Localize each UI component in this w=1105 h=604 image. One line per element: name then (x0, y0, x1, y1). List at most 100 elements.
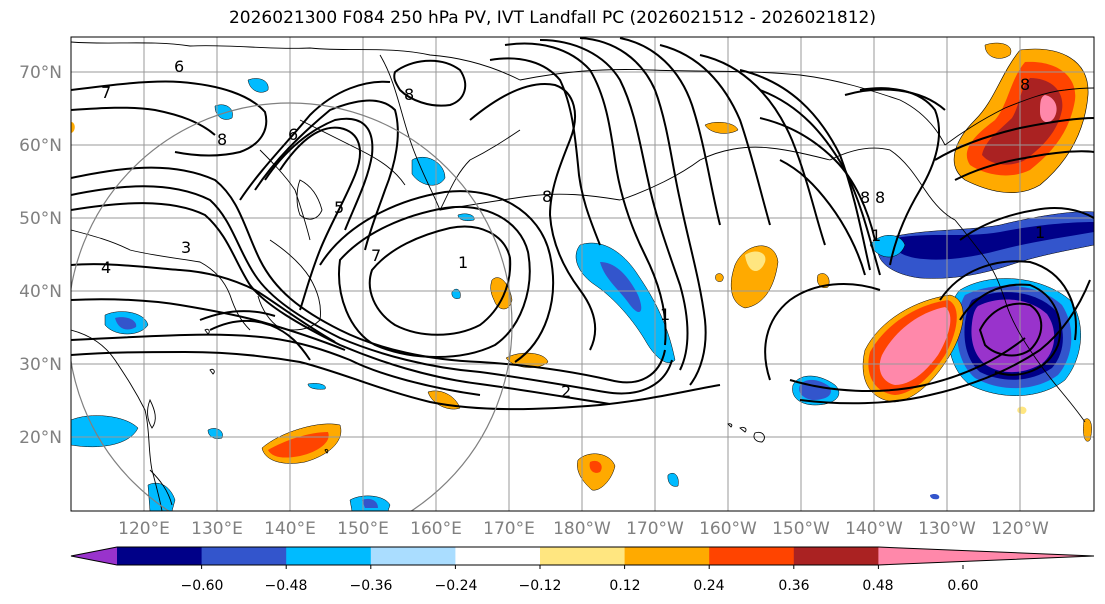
contour-label: 6 (174, 57, 184, 76)
negative-anomaly (307, 383, 326, 390)
contour-label: 8 (1020, 75, 1030, 94)
range-circle (71, 102, 513, 511)
contour-label: 1 (871, 226, 881, 245)
colorbar-tick-label: −0.24 (435, 578, 478, 594)
latitude-labels: 70°N 60°N 50°N 40°N 30°N 20°N (19, 63, 62, 448)
lon-label: 160°W (699, 519, 757, 539)
colorbar-tick-label: 0.48 (862, 578, 893, 594)
contour-label: 8 (875, 188, 885, 207)
map-border (70, 36, 1095, 512)
colorbar-extend-high (878, 547, 1094, 565)
colorbar-segment (624, 547, 710, 565)
colorbar-segment (286, 547, 372, 565)
contour-label: 1 (1035, 223, 1045, 242)
contour-labels: 6 7 8 8 6 5 3 4 7 1 8 8 1 2 1 8 8 1 (101, 57, 1045, 401)
colorbar-tick-labels: −0.60 −0.48 −0.36 −0.24 −0.12 0.12 0.24 … (181, 578, 979, 594)
lat-label: 60°N (19, 136, 62, 156)
contour-label: 7 (101, 83, 111, 102)
negative-anomaly (247, 78, 269, 93)
colorbar-segment (370, 547, 456, 565)
lon-label: 120°E (118, 519, 170, 539)
contour-label: 3 (181, 238, 191, 257)
lon-label: 180°W (553, 519, 611, 539)
lon-label: 170°W (626, 519, 684, 539)
negative-anomaly (971, 299, 1055, 373)
contour-label: 6 (288, 125, 298, 144)
contour-label: 1 (458, 253, 468, 272)
positive-anomaly (745, 251, 766, 272)
positive-anomaly (1040, 95, 1057, 123)
negative-anomaly (362, 498, 378, 508)
positive-anomaly (589, 460, 602, 473)
negative-anomaly (575, 242, 676, 364)
lon-label: 160°E (410, 519, 462, 539)
lon-label: 140°W (845, 519, 903, 539)
colorbar-segment (540, 547, 626, 565)
lon-label: 140°E (264, 519, 316, 539)
positive-anomaly (984, 42, 1012, 59)
negative-anomaly (411, 156, 446, 186)
positive-anomaly (715, 273, 724, 282)
lat-label: 40°N (19, 282, 62, 302)
colorbar-segment (455, 547, 541, 565)
negative-anomaly (147, 482, 176, 511)
positive-anomaly (730, 245, 779, 309)
positive-anomaly (817, 273, 830, 288)
lon-label: 150°E (337, 519, 389, 539)
lon-label: 130°W (918, 519, 976, 539)
pv-contours (199, 310, 311, 361)
colorbar-tick-label: 0.36 (778, 578, 809, 594)
colorbar-segment (201, 547, 287, 565)
contour-label: 8 (217, 130, 227, 149)
lat-label: 70°N (19, 63, 62, 83)
figure-title: 2026021300 F084 250 hPa PV, IVT Landfall… (228, 8, 876, 28)
lon-label: 170°E (483, 519, 535, 539)
negative-anomaly (457, 213, 475, 222)
positive-anomaly (268, 432, 329, 458)
negative-anomaly (930, 493, 940, 500)
colorbar-tick-label: −0.48 (265, 578, 308, 594)
colorbar-segment (793, 547, 879, 565)
colorbar-tick-label: 0.60 (947, 578, 978, 594)
coastlines (71, 41, 1094, 511)
contour-label: 7 (371, 246, 381, 265)
lon-label: 150°W (772, 519, 830, 539)
colorbar-segment (709, 547, 795, 565)
positive-anomaly (704, 122, 739, 134)
positive-anomaly (879, 307, 951, 385)
longitude-labels: 120°E 130°E 140°E 150°E 160°E 170°E 180°… (118, 519, 1049, 539)
lat-label: 20°N (19, 428, 62, 448)
negative-anomaly (71, 415, 139, 448)
negative-anomaly (667, 472, 679, 487)
positive-anomaly (71, 122, 75, 133)
contour-label: 1 (660, 305, 670, 324)
negative-anomaly (115, 317, 137, 330)
colorbar-tick-label: −0.12 (519, 578, 562, 594)
contour-label: 5 (334, 198, 344, 217)
colorbar-tick-label: 0.24 (693, 578, 724, 594)
colorbar-tick-label: 0.12 (609, 578, 640, 594)
lon-label: 120°W (991, 519, 1049, 539)
colorbar-outline (70, 546, 1095, 566)
contour-label: 8 (404, 85, 414, 104)
contour-label: 8 (860, 188, 870, 207)
colorbar-segment (117, 547, 203, 565)
pv-contours (71, 37, 1094, 411)
lat-label: 30°N (19, 355, 62, 375)
lat-label: 50°N (19, 209, 62, 229)
negative-anomaly (600, 262, 642, 313)
negative-anomaly (451, 288, 461, 299)
negative-anomaly (892, 222, 1094, 260)
colorbar-extend-low (71, 547, 117, 565)
contour-label: 8 (542, 187, 552, 206)
shading-layer (71, 42, 1094, 511)
contour-label: 2 (561, 382, 571, 401)
lon-label: 130°E (191, 519, 243, 539)
colorbar-tick-label: −0.60 (181, 578, 224, 594)
colorbar (70, 546, 1095, 569)
contour-label: 4 (101, 258, 111, 277)
positive-anomaly (1083, 418, 1092, 442)
colorbar-tick-label: −0.36 (350, 578, 393, 594)
